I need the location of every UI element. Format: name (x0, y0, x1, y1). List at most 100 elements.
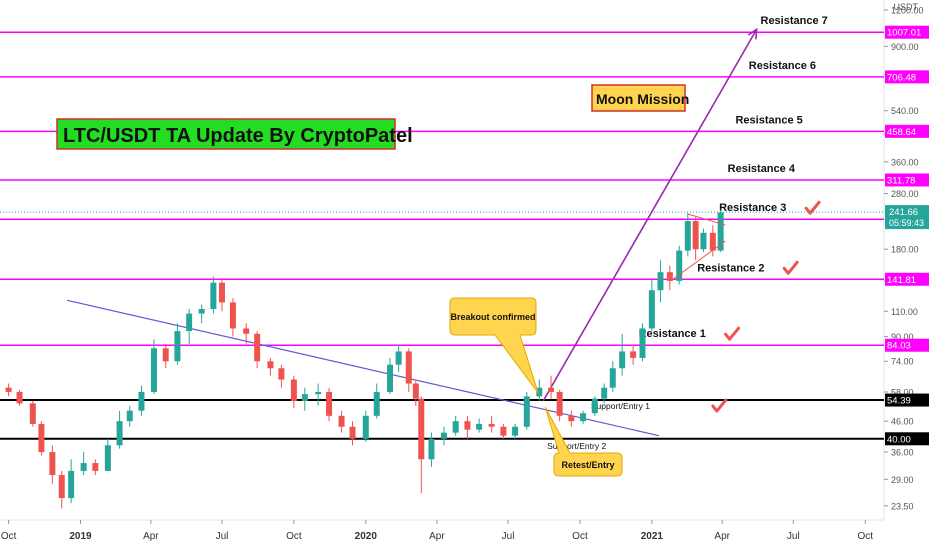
axis-price-tag-label: 40.00 (887, 434, 911, 445)
candle-body (278, 368, 285, 380)
candle-body (362, 415, 369, 439)
moon-arrow-head (747, 27, 758, 40)
candle-body (601, 387, 608, 399)
x-tick-label: Oct (572, 531, 588, 542)
y-tick-label: 23.50 (891, 501, 914, 511)
candle-body (38, 423, 45, 453)
candle-body (16, 391, 23, 404)
y-tick-label: 360.00 (891, 157, 919, 167)
resistance-label: Resistance 3 (719, 202, 786, 214)
y-tick-label: 29.00 (891, 475, 914, 485)
candle-body (717, 212, 724, 251)
chart-title: LTC/USDT TA Update By CryptoPatel (63, 125, 413, 147)
axis-price-tag-label: 706.48 (887, 72, 916, 83)
candle-body (243, 328, 250, 334)
support-label: Support/Entry 2 (547, 441, 606, 451)
candle-body (666, 272, 673, 281)
x-tick-label: Apr (429, 531, 445, 542)
y-tick-label: 900.00 (891, 42, 919, 52)
candle-body (405, 351, 412, 384)
axis-price-tag (885, 393, 929, 407)
candle-body (29, 403, 36, 424)
check-icon (782, 260, 799, 275)
check-icon (724, 326, 741, 341)
candle-body (609, 368, 616, 388)
candle-body (709, 232, 716, 251)
candle-body (218, 282, 225, 303)
current-price-label: 241.66 (889, 207, 918, 218)
candle-body (412, 383, 419, 399)
x-tick-label: Jul (216, 531, 229, 542)
candle-body (692, 221, 699, 250)
x-tick-label: Jul (787, 531, 800, 542)
candle-body (684, 221, 691, 251)
candle-body (556, 391, 563, 416)
candle-body (290, 379, 297, 401)
candle-body (418, 398, 425, 460)
retest-callout (544, 406, 623, 477)
axis-price-tag (885, 124, 929, 138)
candle-body (138, 391, 145, 411)
candle-body (301, 394, 308, 401)
candle-body (92, 463, 99, 471)
title-box (56, 118, 396, 150)
x-tick-label: 2021 (641, 531, 664, 542)
check-icon (711, 398, 728, 413)
breakout-callout (449, 297, 539, 394)
y-tick-label: 46.00 (891, 417, 914, 427)
candle-body (254, 333, 261, 362)
candle-body (591, 398, 598, 414)
resistance-label: Resistance 2 (697, 262, 764, 274)
candle-body (49, 452, 56, 476)
retest-label: Retest/Entry (561, 460, 614, 470)
candle-body (568, 415, 575, 422)
axis-price-tag-label: 141.81 (887, 275, 916, 286)
axis-price-tag-label: 84.03 (887, 341, 911, 352)
candle-body (500, 426, 507, 436)
current-price-tag (885, 205, 929, 230)
candle-body (150, 348, 157, 392)
currency-label: USDT (894, 2, 919, 12)
axis-price-tag-label: 458.64 (887, 127, 916, 138)
candle-body (210, 282, 217, 310)
candle-body (452, 421, 459, 433)
candle-body (174, 331, 181, 362)
resistance-label: Resistance 1 (639, 328, 706, 340)
y-tick-label: 180.00 (891, 245, 919, 255)
candle-body (186, 313, 193, 332)
candle-body (326, 391, 333, 416)
candle-body (58, 475, 65, 499)
x-tick-label: Jul (502, 531, 515, 542)
candle-body (428, 438, 435, 460)
candlesticks (5, 209, 724, 509)
axis-price-tag (885, 272, 929, 286)
candle-body (349, 426, 356, 439)
candle-body (676, 250, 683, 281)
candle-body (580, 413, 587, 422)
candle-body (440, 432, 447, 439)
annotations: LTC/USDT TA Update By CryptoPatel Moon Mi… (56, 84, 726, 477)
axis-price-tag-label: 311.78 (887, 175, 915, 186)
y-tick-label: 540.00 (891, 106, 919, 116)
resistance-label: Resistance 7 (761, 15, 828, 27)
x-tick-label: Apr (714, 531, 730, 542)
candle-body (116, 421, 123, 446)
y-tick-label: 280.00 (891, 189, 919, 199)
resistance-label: Resistance 6 (749, 60, 816, 72)
y-tick-label: 58.00 (891, 387, 914, 397)
candle-body (104, 445, 111, 471)
candle-body (229, 302, 236, 329)
candle-body (387, 364, 394, 392)
y-tick-label: 36.00 (891, 448, 914, 458)
x-tick-label: Oct (286, 531, 302, 542)
y-tick-label: 110.00 (891, 307, 918, 317)
axis-price-tag (885, 173, 929, 187)
resistance-label: Resistance 4 (728, 163, 796, 175)
candle-body (198, 309, 205, 314)
candle-body (657, 272, 664, 291)
y-tick-label: 90.00 (891, 332, 914, 342)
candle-body (476, 423, 483, 430)
x-tick-label: Oct (1, 531, 17, 542)
